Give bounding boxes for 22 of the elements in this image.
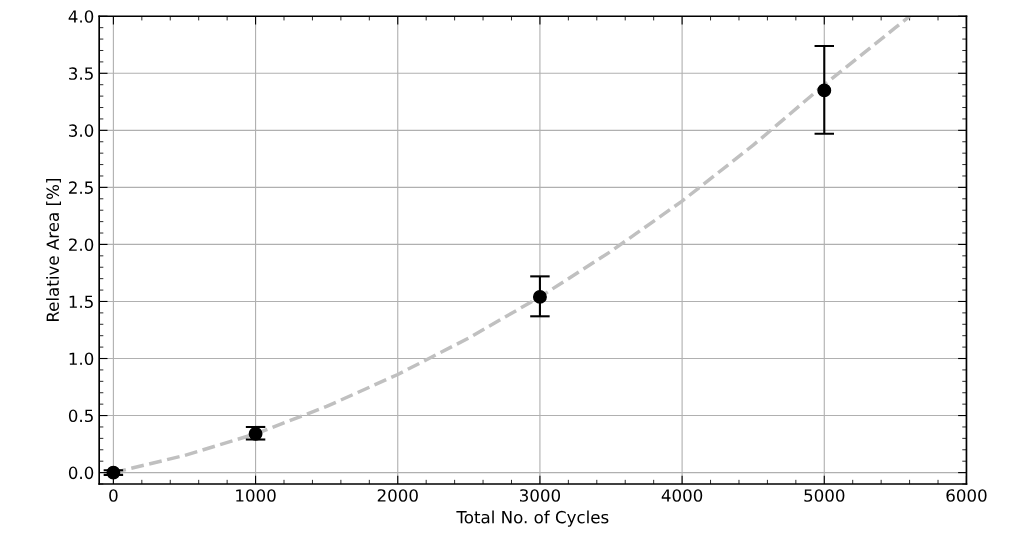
- x-tick-label: 0: [109, 489, 118, 502]
- point: [106, 465, 121, 480]
- point: [248, 426, 263, 441]
- x-tick-label: 5000: [804, 489, 845, 502]
- y-axis-title: Relative Area [%]: [46, 179, 61, 321]
- y-tick-label: 0.5: [68, 409, 93, 423]
- x-tick-label: 6000: [946, 489, 987, 502]
- x-tick-label: 1000: [236, 489, 276, 502]
- point: [817, 83, 832, 98]
- y-tick-label: 3.0: [69, 124, 94, 137]
- y-tick-label: 2.0: [69, 238, 94, 251]
- y-tick-label: 0.0: [68, 466, 94, 480]
- x-tick-label: 4000: [661, 489, 703, 502]
- y-tick-label: 4.0: [68, 10, 94, 23]
- x-tick-label: 2000: [377, 489, 418, 502]
- y-tick-label: 1.5: [69, 295, 93, 309]
- y-tick-label: 2.5: [69, 181, 93, 194]
- point: [532, 289, 547, 304]
- x-axis-title: Total No. of Cycles: [456, 510, 609, 527]
- y-tick-label: 3.5: [69, 67, 93, 80]
- x-tick-label: 3000: [519, 489, 561, 502]
- y-tick-label: 1.0: [69, 352, 94, 366]
